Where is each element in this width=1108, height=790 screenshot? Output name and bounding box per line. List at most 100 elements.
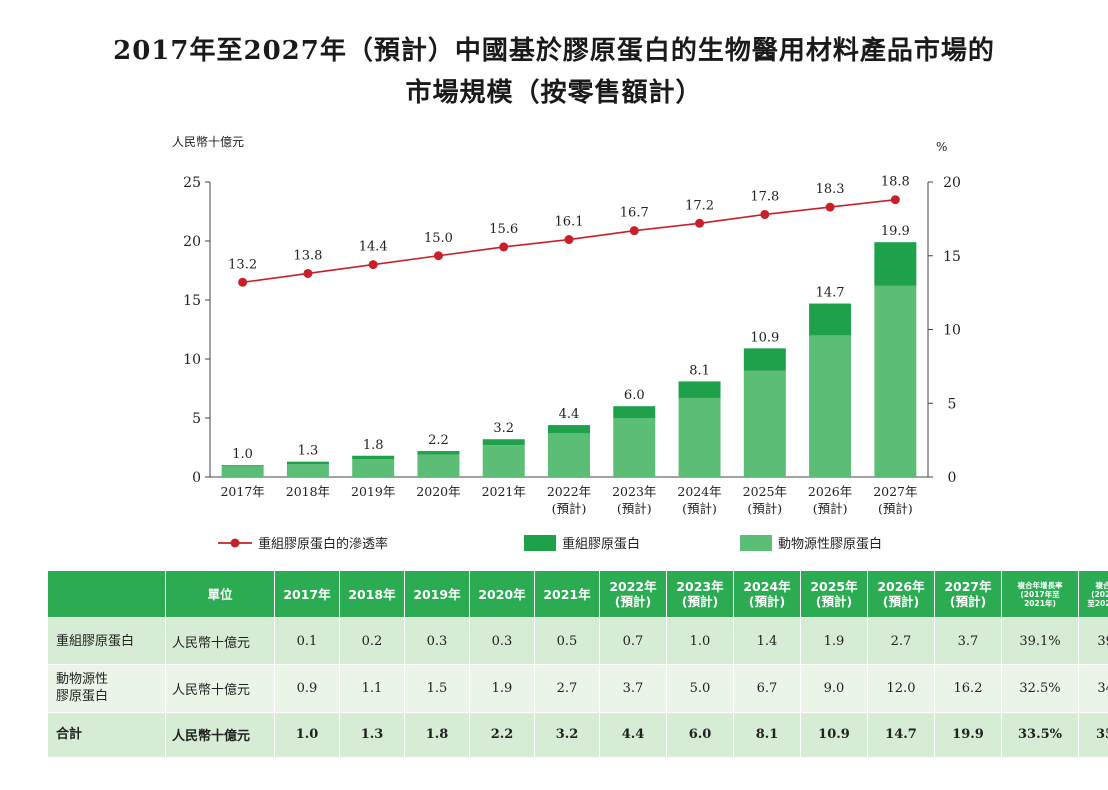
row-unit: 人民幣十億元 (165, 616, 275, 666)
row-unit: 人民幣十億元 (165, 664, 275, 713)
table-cell: 3.2 (534, 711, 600, 759)
table-cell: 8.1 (733, 711, 801, 759)
bar-total-label: 1.3 (298, 444, 319, 459)
table-cell: 3.7 (934, 616, 1002, 666)
table-header-cell: 2024年 (預計) (733, 570, 801, 618)
table-cell: 4.4 (599, 711, 667, 759)
right-axis-unit-label: % (936, 140, 947, 154)
bar-total-label: 6.0 (624, 388, 645, 403)
left-tick-label: 15 (183, 293, 201, 309)
bar-animal-collagen (874, 285, 917, 477)
table-cell: 19.9 (934, 711, 1002, 759)
table-header-cell: 2022年 (預計) (599, 570, 667, 618)
bar-recombinant-collagen (678, 381, 721, 398)
table-row: 重組膠原蛋白 人民幣十億元 0.1 0.2 0.3 0.3 0.5 0.7 1.0 1.4 1.9 2… (47, 616, 1108, 666)
penetration-rate-point (890, 195, 900, 205)
x-tick-label: 2026年(預計) (808, 484, 852, 516)
right-tick-label: 5 (948, 396, 957, 412)
table-cell: 6.0 (666, 711, 734, 759)
table-cell: 10.9 (800, 711, 868, 759)
penetration-rate-point (760, 209, 770, 219)
bar-animal-collagen (613, 418, 656, 477)
table-cell: 14.7 (867, 711, 935, 759)
table-cell: 1.4 (733, 616, 801, 666)
chart-title-line-1: 2017年至2027年（預計）中國基於膠原蛋白的生物醫用材料產品市場的 (113, 36, 995, 66)
penetration-rate-point (825, 202, 835, 212)
bar-recombinant-collagen (221, 465, 264, 467)
table-cell: 0.3 (469, 616, 535, 666)
row-unit: 人民幣十億元 (165, 711, 275, 759)
left-tick-label: 20 (183, 234, 201, 250)
bar-total-label: 1.8 (363, 438, 384, 453)
penetration-rate-label: 14.4 (359, 240, 388, 255)
table-header-cell: 2017年 (274, 570, 340, 618)
table-cell: 34.2% (1078, 664, 1108, 713)
table-cell: 35.1% (1078, 711, 1108, 759)
bar-recombinant-collagen (482, 439, 525, 446)
penetration-rate-point (433, 251, 443, 261)
table-cell: 2.7 (867, 616, 935, 666)
table-cell: 2.2 (469, 711, 535, 759)
table-header-cell: 2026年 (預計) (867, 570, 935, 618)
row-label: 合計 (47, 711, 166, 759)
table-header-cell: 2025年 (預計) (800, 570, 868, 618)
bar-total-label: 2.2 (428, 433, 449, 448)
legend-label: 動物源性膠原蛋白 (778, 536, 882, 552)
table-cell: 0.7 (599, 616, 667, 666)
x-tick-label: 2023年(預計) (612, 484, 656, 516)
penetration-rate-label: 16.1 (555, 215, 584, 230)
table-header-cell: 2027年 (預計) (934, 570, 1002, 618)
penetration-rate-point (303, 268, 313, 278)
table-header-cell: 2020年 (469, 570, 535, 618)
market-size-chart: 0 5 10 15 20 25 0 5 10 15 20 人民幣十億元 % 1.0 2017年 1.3 2018… (172, 135, 961, 552)
legend-box-swatch (740, 535, 772, 551)
bar-recombinant-collagen (352, 455, 395, 460)
bar-total-label: 14.7 (816, 286, 845, 301)
bar-total-label: 8.1 (689, 363, 710, 378)
row-label: 動物源性 膠原蛋白 (47, 664, 166, 713)
bar-recombinant-collagen (809, 303, 852, 336)
left-tick-label: 10 (183, 352, 201, 368)
left-axis-unit-label: 人民幣十億元 (172, 135, 244, 149)
bar-animal-collagen (678, 397, 721, 477)
table-cell: 3.7 (599, 664, 667, 713)
legend-line-marker (230, 538, 240, 548)
penetration-rate-label: 13.8 (293, 248, 322, 263)
table-header-cell: 2023年 (預計) (666, 570, 734, 618)
bar-total-label: 19.9 (881, 224, 910, 239)
penetration-rate-label: 17.8 (750, 189, 779, 204)
table-cell: 0.5 (534, 616, 600, 666)
table-cell: 1.9 (800, 616, 868, 666)
bar-animal-collagen (809, 335, 852, 477)
bar-total-label: 1.0 (232, 447, 253, 462)
penetration-rate-point (368, 260, 378, 270)
bar-total-label: 4.4 (559, 407, 580, 422)
table-row: 合計 人民幣十億元 1.0 1.3 1.8 2.2 3.2 4.4 6.0 8.1 10.9 14.7… (47, 711, 1108, 759)
left-tick-label: 25 (183, 175, 201, 191)
table-cell: 5.0 (666, 664, 734, 713)
penetration-rate-point (564, 235, 574, 245)
table-cell: 1.8 (404, 711, 470, 759)
penetration-rate-point (629, 226, 639, 236)
penetration-rate-label: 16.7 (620, 206, 649, 221)
row-label: 重組膠原蛋白 (47, 616, 166, 666)
table-header-cell: 2021年 (534, 570, 600, 618)
penetration-rate-label: 18.3 (816, 182, 845, 197)
table-cell: 0.1 (274, 616, 340, 666)
table-cell: 16.2 (934, 664, 1002, 713)
x-tick-label: 2019年 (351, 484, 395, 499)
penetration-rate-label: 13.2 (228, 257, 257, 272)
penetration-rate-point (695, 218, 705, 228)
table-cell: 1.0 (666, 616, 734, 666)
x-tick-label: 2020年 (416, 484, 460, 499)
table-cell: 1.3 (339, 711, 405, 759)
table-cell: 6.7 (733, 664, 801, 713)
bar-recombinant-collagen (286, 461, 329, 465)
right-tick-label: 0 (948, 470, 957, 486)
bar-recombinant-collagen (548, 425, 590, 434)
right-tick-label: 10 (943, 323, 961, 339)
penetration-rate-label: 18.8 (881, 175, 910, 190)
table-cell: 9.0 (800, 664, 868, 713)
bar-animal-collagen (352, 459, 395, 477)
bar-recombinant-collagen (417, 451, 460, 455)
